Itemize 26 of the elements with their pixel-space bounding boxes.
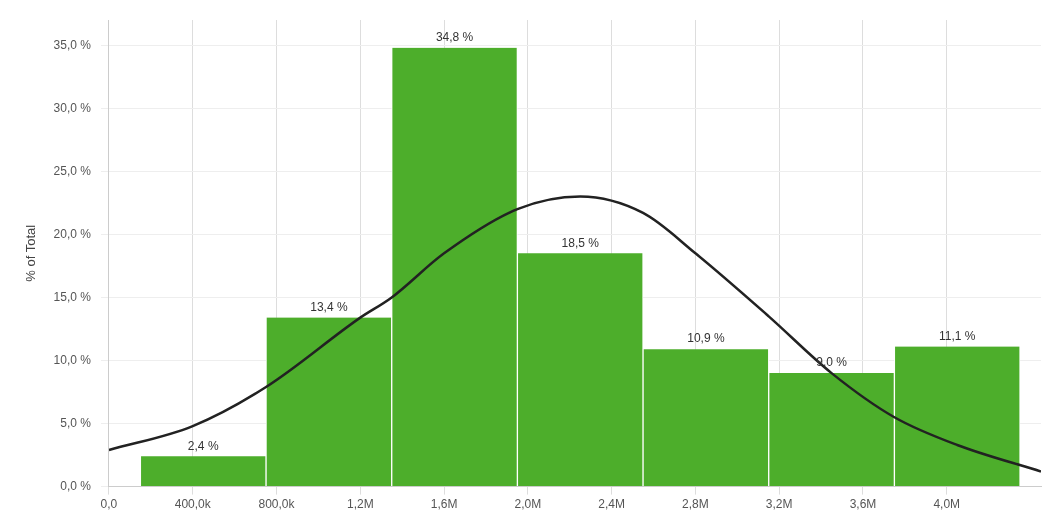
x-tick-label: 3,2M (765, 497, 793, 512)
x-tick-label: 3,6M (849, 497, 877, 512)
y-tick-label: 35,0 % (53, 37, 92, 52)
y-tick-label: 25,0 % (53, 163, 92, 178)
data-label: 2,4 % (187, 438, 219, 453)
data-label: 13,4 % (310, 299, 348, 314)
x-tick-label: 4,0M (933, 497, 961, 512)
y-tick-label: 5,0 % (60, 415, 92, 430)
x-tick-label: 0,0 (100, 497, 118, 512)
data-label: 11,1 % (938, 328, 976, 343)
y-tick-label: 10,0 % (53, 352, 92, 367)
y-tick-label: 30,0 % (53, 100, 92, 115)
data-label: 18,5 % (561, 235, 600, 250)
x-tick-label: 2,0M (514, 497, 542, 512)
y-tick-label: 0,0 % (60, 478, 92, 493)
x-tick-label: 800,0k (258, 497, 296, 512)
y-tick-label: 20,0 % (53, 226, 92, 241)
x-tick-label: 1,6M (430, 497, 458, 512)
x-tick-label: 2,4M (598, 497, 625, 512)
x-tick-label: 2,8M (682, 497, 709, 512)
data-label: 34,8 % (435, 30, 474, 45)
y-axis-title: % of Total (23, 224, 39, 282)
x-tick-label: 400,0k (174, 497, 212, 512)
data-label: 10,9 % (687, 331, 725, 346)
x-tick-label: 1,2M (346, 497, 374, 512)
y-tick-label: 15,0 % (53, 289, 92, 304)
